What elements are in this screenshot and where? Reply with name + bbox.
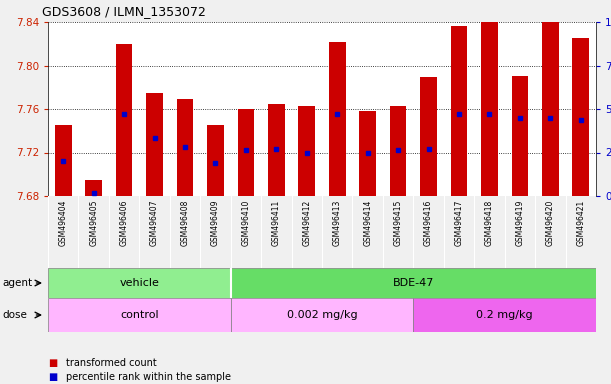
Text: GSM496416: GSM496416 bbox=[424, 200, 433, 246]
Text: GSM496415: GSM496415 bbox=[393, 200, 403, 246]
Bar bbox=[481, 22, 498, 196]
Text: control: control bbox=[120, 310, 159, 320]
Bar bbox=[48, 298, 231, 332]
Bar bbox=[231, 298, 413, 332]
Text: percentile rank within the sample: percentile rank within the sample bbox=[67, 372, 232, 382]
Text: GSM496404: GSM496404 bbox=[59, 200, 68, 246]
Bar bbox=[177, 99, 193, 196]
Bar bbox=[420, 78, 437, 196]
Text: GSM496410: GSM496410 bbox=[241, 200, 251, 246]
Bar bbox=[390, 106, 406, 196]
Text: BDE-47: BDE-47 bbox=[393, 278, 434, 288]
Text: GSM496409: GSM496409 bbox=[211, 200, 220, 246]
Text: GSM496420: GSM496420 bbox=[546, 200, 555, 246]
Bar bbox=[146, 93, 163, 196]
Bar bbox=[207, 125, 224, 196]
Bar bbox=[573, 38, 589, 196]
Bar bbox=[48, 268, 231, 298]
Text: GSM496417: GSM496417 bbox=[455, 200, 464, 246]
Bar bbox=[238, 109, 254, 196]
Bar bbox=[115, 44, 133, 196]
Bar bbox=[298, 106, 315, 196]
Bar bbox=[413, 298, 596, 332]
Bar bbox=[86, 180, 102, 196]
Text: GSM496414: GSM496414 bbox=[363, 200, 372, 246]
Bar bbox=[359, 111, 376, 196]
Text: ■: ■ bbox=[48, 372, 57, 382]
Text: 0.002 mg/kg: 0.002 mg/kg bbox=[287, 310, 357, 320]
Text: GSM496421: GSM496421 bbox=[576, 200, 585, 246]
Text: GSM496413: GSM496413 bbox=[333, 200, 342, 246]
Text: GSM496407: GSM496407 bbox=[150, 200, 159, 246]
Text: GSM496408: GSM496408 bbox=[180, 200, 189, 246]
Text: transformed count: transformed count bbox=[67, 358, 157, 368]
Text: agent: agent bbox=[2, 278, 32, 288]
Text: GSM496412: GSM496412 bbox=[302, 200, 311, 246]
Bar bbox=[55, 125, 71, 196]
Text: GSM496411: GSM496411 bbox=[272, 200, 281, 246]
Bar bbox=[451, 26, 467, 196]
Text: vehicle: vehicle bbox=[119, 278, 159, 288]
Text: GSM496406: GSM496406 bbox=[120, 200, 128, 246]
Bar bbox=[268, 104, 285, 196]
Bar bbox=[329, 41, 346, 196]
Text: GSM496405: GSM496405 bbox=[89, 200, 98, 246]
Text: GSM496418: GSM496418 bbox=[485, 200, 494, 246]
Bar bbox=[542, 22, 558, 196]
Text: GSM496419: GSM496419 bbox=[516, 200, 524, 246]
Bar bbox=[231, 268, 596, 298]
Text: dose: dose bbox=[2, 310, 27, 320]
Text: ■: ■ bbox=[48, 358, 57, 368]
Bar bbox=[511, 76, 529, 196]
Text: 0.2 mg/kg: 0.2 mg/kg bbox=[477, 310, 533, 320]
Text: GDS3608 / ILMN_1353072: GDS3608 / ILMN_1353072 bbox=[42, 5, 206, 18]
